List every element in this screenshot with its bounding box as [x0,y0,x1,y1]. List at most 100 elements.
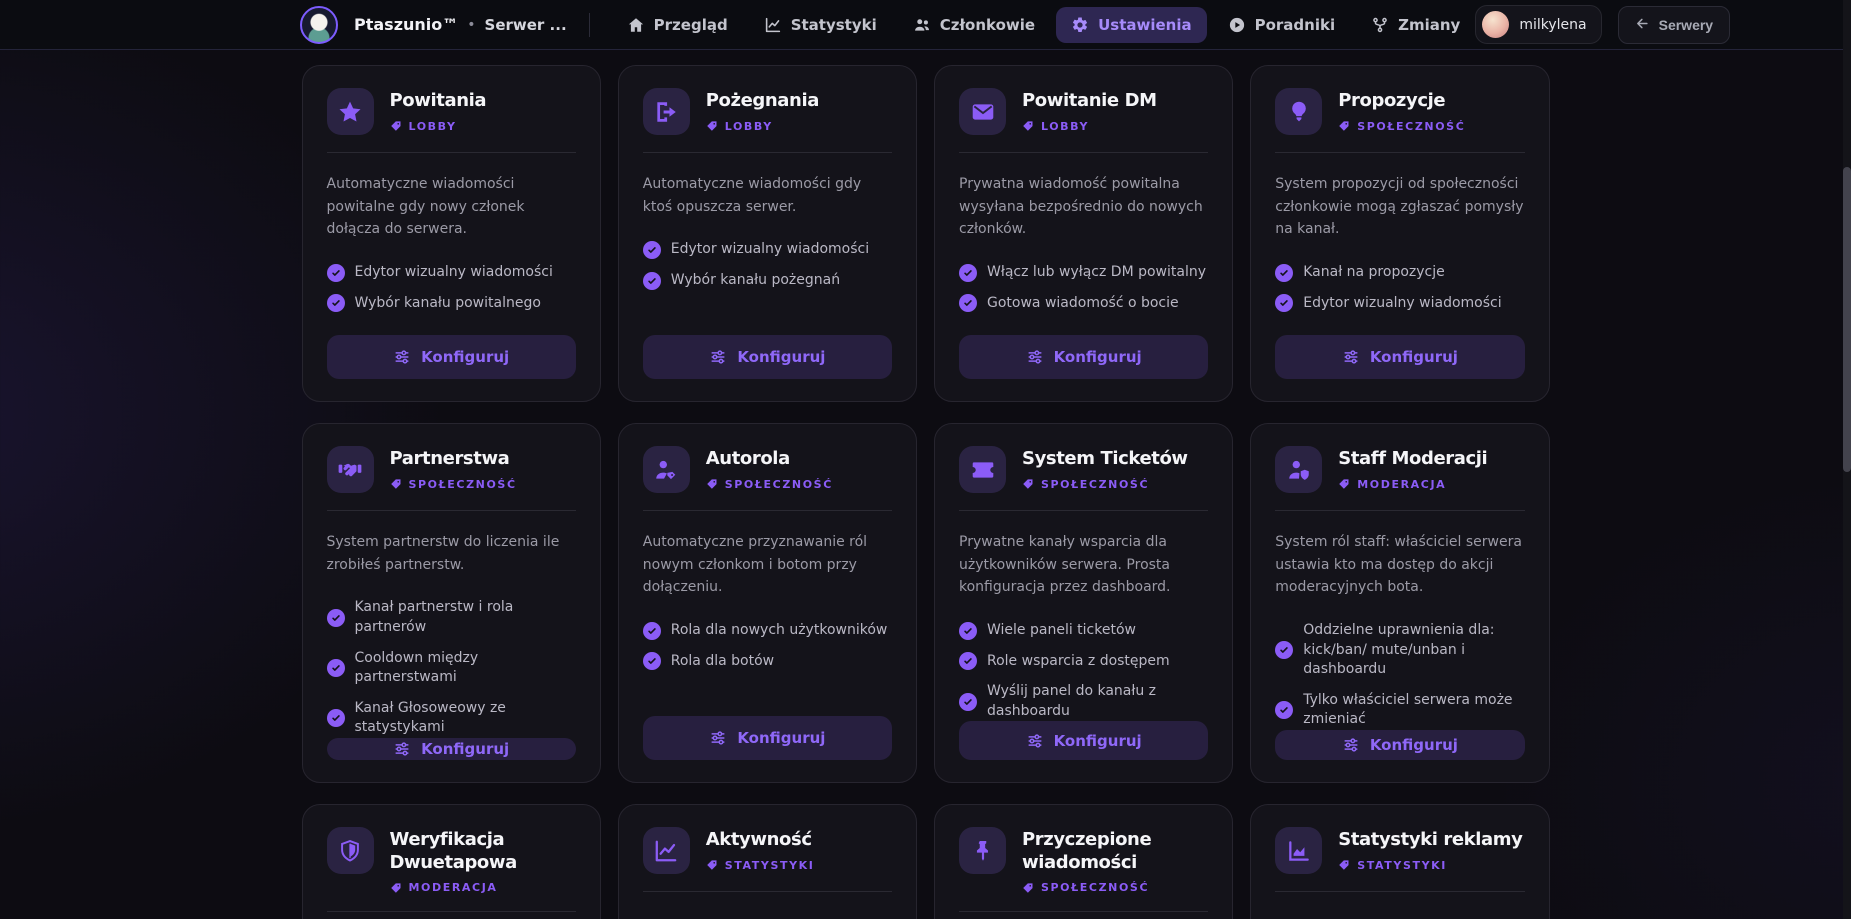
card-header: Aktywność STATYSTYKI [642,827,892,874]
check-circle-icon [326,709,345,728]
configure-button[interactable]: Konfiguruj [959,721,1209,760]
modules-grid: Powitania LOBBY Automatyczne wiadomości po… [301,65,1550,919]
card-divider [959,152,1209,153]
user-name: milkylena [1519,16,1587,33]
check-circle-icon [959,692,977,711]
door-exit-icon [642,88,690,135]
page-scrollbar[interactable] [1843,0,1851,919]
check-circle-icon [959,294,977,313]
card-header: Statystyki reklamy STATYSTYKI [1275,827,1524,874]
check-circle-icon [959,621,977,640]
tag-icon [1338,478,1350,490]
nav-item-członkowie[interactable]: Członkowie [898,7,1050,43]
module-card: Przyczepione wiadomości SPOŁECZNOŚĆ [934,804,1234,919]
configure-button[interactable]: Konfiguruj [326,335,576,379]
card-description: Prywatne kanały wsparcia dla użytkownikó… [959,534,1171,596]
card-header: Partnerstwa SPOŁECZNOŚĆ [326,446,576,493]
feature-item: Kanał Głosoweowy ze statystykami [326,699,576,738]
category-badge: SPOŁECZNOŚĆ [1022,478,1188,491]
check-circle-icon [642,241,661,260]
chart-area-icon [1275,827,1323,874]
card-title: Aktywność [705,829,812,850]
check-circle-icon [1275,294,1294,313]
feature-item: Kanał na propozycje [1275,263,1524,283]
nav-item-zmiany[interactable]: Zmiany [1356,7,1475,43]
nav-menu: Przegląd Statystyki Członkowie Ustawienia Po… [612,6,1476,43]
module-card: Pożegnania LOBBY Automatyczne wiadomości g… [617,65,917,402]
nav-right-group: milkylena Serwery [1475,5,1731,44]
card-divider [959,911,1209,912]
servers-button-label: Serwery [1658,16,1714,33]
check-circle-icon [959,652,977,671]
module-card: Staff Moderacji MODERACJA System ról staff… [1250,423,1550,783]
feature-label: Kanał Głosoweowy ze statystykami [354,699,506,736]
card-header-text: Powitania LOBBY [390,88,487,133]
feature-item: Edytor wizualny wiadomości [326,263,576,283]
card-title: Powitanie DM [1022,90,1157,111]
sliders-icon [393,740,411,758]
nav-item-przegląd[interactable]: Przegląd [612,7,743,43]
card-divider [642,510,892,511]
check-circle-icon [326,608,345,627]
module-card: Aktywność STATYSTYKI [617,804,917,919]
configure-button[interactable]: Konfiguruj [1275,335,1525,379]
module-card: Propozycje SPOŁECZNOŚĆ System propozycji o… [1250,65,1550,402]
user-tag-icon [642,446,690,493]
feature-list: Wiele paneli ticketów Role wsparcia z dos… [959,621,1208,721]
feature-item: Edytor wizualny wiadomości [642,240,892,260]
card-divider [1275,152,1525,153]
card-header-text: Powitanie DM LOBBY [1022,88,1157,133]
category-badge: LOBBY [1022,120,1157,133]
module-card: Weryfikacja Dwuetapowa MODERACJA [301,804,601,919]
category-badge: STATYSTYKI [706,859,815,872]
category-label: MODERACJA [1357,477,1447,491]
feature-label: Wiele paneli ticketów [987,622,1136,639]
lightbulb-icon [1275,88,1323,135]
card-header: Propozycje SPOŁECZNOŚĆ [1275,88,1524,135]
feature-list: Kanał partnerstw i rola partnerów Cooldow… [326,598,576,738]
card-divider [959,510,1209,511]
feature-label: Cooldown między partnerstwami [354,649,479,686]
nav-item-statystyki[interactable]: Statystyki [749,7,892,43]
users-icon [913,16,931,34]
feature-item: Role wsparcia z dostępem [959,652,1208,672]
card-divider [326,510,576,511]
tag-icon [390,478,402,490]
card-header: Autorola SPOŁECZNOŚĆ [642,446,892,493]
card-divider [1275,510,1525,511]
card-divider [642,891,892,892]
feature-list: Kanał na propozycje Edytor wizualny wiado… [1275,263,1524,313]
card-divider [1275,891,1525,892]
card-header-text: Pożegnania LOBBY [706,88,820,133]
feature-item: Tylko właściciel serwera może zmieniać [1275,691,1524,730]
configure-button[interactable]: Konfiguruj [326,737,576,760]
nav-item-poradniki[interactable]: Poradniki [1213,7,1351,43]
tag-icon [706,859,718,871]
servers-button[interactable]: Serwery [1617,5,1731,44]
card-header-text: Staff Moderacji MODERACJA [1338,446,1487,491]
card-description: System propozycji od społeczności członk… [1275,176,1524,238]
bot-avatar[interactable] [300,5,338,44]
scrollbar-thumb[interactable] [1843,167,1851,472]
user-menu[interactable]: milkylena [1475,5,1602,44]
card-header-text: Statystyki reklamy STATYSTYKI [1338,827,1523,872]
pin-icon [959,827,1006,874]
module-card: System Ticketów SPOŁECZNOŚĆ Prywatne kanał… [934,423,1234,783]
card-header: Staff Moderacji MODERACJA [1275,446,1524,493]
feature-item: Kanał partnerstw i rola partnerów [326,598,576,637]
category-badge: LOBBY [706,120,819,133]
envelope-icon [959,88,1006,135]
card-header: Pożegnania LOBBY [642,88,892,135]
configure-button[interactable]: Konfiguruj [642,716,892,760]
chart-line-icon [764,16,782,34]
home-icon [627,16,645,34]
sliders-icon [709,348,727,366]
feature-item: Wybór kanału pożegnań [642,271,892,291]
nav-item-ustawienia[interactable]: Ustawienia [1056,6,1207,43]
configure-button[interactable]: Konfiguruj [1275,729,1525,760]
configure-button[interactable]: Konfiguruj [642,335,892,379]
module-card: Partnerstwa SPOŁECZNOŚĆ System partnerstw … [301,423,601,783]
feature-list: Rola dla nowych użytkowników Rola dla bot… [642,621,892,671]
handshake-icon [326,446,374,493]
configure-button[interactable]: Konfiguruj [959,335,1209,379]
